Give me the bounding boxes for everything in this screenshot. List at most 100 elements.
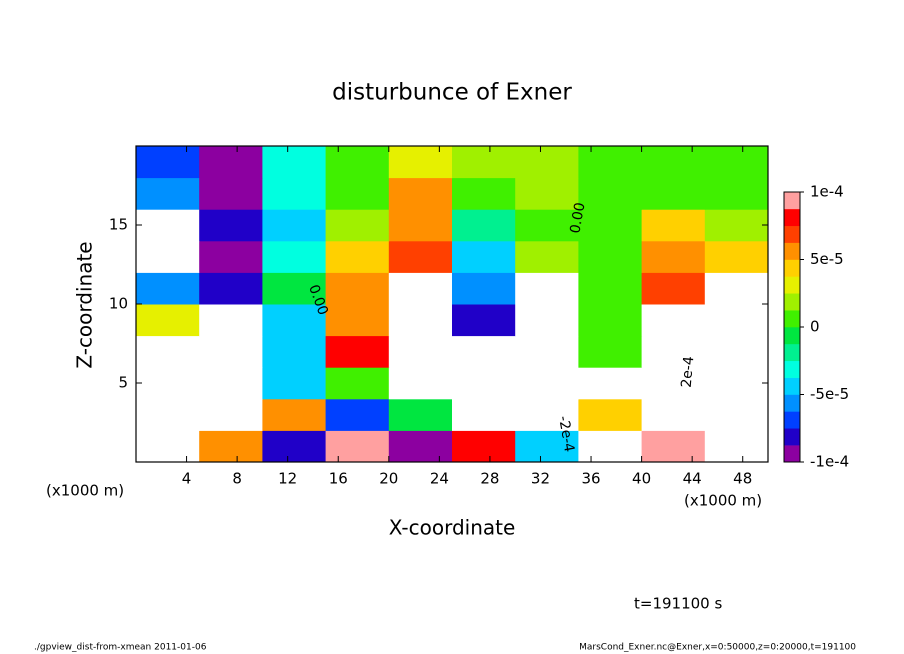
heatmap-cell <box>452 367 516 400</box>
heatmap-cell <box>515 177 579 210</box>
heatmap-cell <box>262 304 327 337</box>
heatmap-cell <box>262 177 327 210</box>
heatmap-cell <box>388 177 453 210</box>
heatmap-cell <box>388 304 453 337</box>
heatmap-cell <box>325 398 390 431</box>
colorbar-swatch <box>784 192 800 210</box>
colorbar-tick-label: -1e-4 <box>810 453 849 471</box>
heatmap-cell <box>578 304 643 337</box>
colorbar-tick-label: 5e-5 <box>810 250 844 268</box>
heatmap-cell <box>515 209 579 242</box>
heatmap-cell <box>325 209 390 242</box>
heatmap-cell <box>388 209 453 242</box>
heatmap-cell <box>704 177 769 210</box>
x-tick-label: 28 <box>480 470 499 488</box>
heatmap-cell <box>199 209 263 242</box>
heatmap-cell <box>136 272 200 305</box>
heatmap-cell <box>704 335 769 368</box>
heatmap-cell <box>641 430 706 463</box>
heatmap-cell <box>388 430 453 463</box>
heatmap-cell <box>704 240 769 273</box>
heatmap-cell <box>641 398 706 431</box>
heatmap-cell <box>136 146 200 179</box>
annotation: t=191100 s <box>634 595 722 613</box>
heatmap-cell <box>641 146 706 179</box>
heatmap-cell <box>325 240 390 273</box>
x-tick-label: 20 <box>379 470 398 488</box>
colorbar-swatch <box>784 208 800 227</box>
chart-title: disturbunce of Exner <box>332 80 572 106</box>
colorbar-swatch <box>784 445 800 463</box>
heatmap-cell <box>325 367 390 400</box>
x-axis-label: X-coordinate <box>389 516 516 540</box>
heatmap-cell <box>704 304 769 337</box>
colorbar-swatch <box>784 225 800 243</box>
heatmap-cell <box>515 335 579 368</box>
heatmap-cell <box>325 272 390 305</box>
heatmap-cell <box>199 367 263 400</box>
heatmap-cell <box>136 398 200 431</box>
x-unit-label: (x1000 m) <box>46 482 124 500</box>
heatmap-cell <box>388 272 453 305</box>
heatmap-cell <box>199 430 263 463</box>
x-tick-label: 44 <box>683 470 702 488</box>
x-tick-label: 36 <box>581 470 600 488</box>
heatmap-cell <box>136 430 200 463</box>
heatmap-cell <box>136 209 200 242</box>
heatmap-cell <box>136 335 200 368</box>
heatmap-cell <box>199 240 263 273</box>
colorbar-swatch <box>784 276 800 294</box>
heatmap-cell <box>262 146 327 179</box>
heatmap-cell <box>262 240 327 273</box>
heatmap-cell <box>515 240 579 273</box>
heatmap-cell <box>641 304 706 337</box>
heatmap-cell <box>578 335 643 368</box>
heatmap-cell <box>325 335 390 368</box>
heatmap-cell <box>388 398 453 431</box>
colorbar-swatch <box>784 259 800 277</box>
heatmap-cell <box>262 367 327 400</box>
heatmap-cell <box>641 367 706 400</box>
heatmap-cell <box>262 335 327 368</box>
colorbar-swatch <box>784 394 800 412</box>
heatmap-cell <box>262 430 327 463</box>
heatmap-cell <box>452 177 516 210</box>
heatmap-cell <box>641 272 706 305</box>
heatmap-cell <box>452 398 516 431</box>
colorbar-swatch <box>784 411 800 429</box>
heatmap-cell <box>641 209 706 242</box>
heatmap-cell <box>641 240 706 273</box>
x-tick-label: 32 <box>531 470 550 488</box>
x-tick-label: 40 <box>632 470 651 488</box>
heatmap-cell <box>515 272 579 305</box>
heatmap-cell <box>704 146 769 179</box>
colorbar-swatch <box>784 310 800 328</box>
heatmap-cell <box>515 398 579 431</box>
heatmap-cell <box>452 240 516 273</box>
heatmap-cell <box>515 304 579 337</box>
x-tick-label: 8 <box>232 470 242 488</box>
heatmap-cell <box>515 430 579 463</box>
heatmap-cell <box>199 146 263 179</box>
x-tick-label: 48 <box>733 470 752 488</box>
heatmap-cell <box>578 146 643 179</box>
contour-label: 2e-4 <box>679 356 698 389</box>
heatmap-cell <box>578 367 643 400</box>
heatmap-cell <box>452 209 516 242</box>
heatmap-cell <box>578 240 643 273</box>
heatmap-cell <box>515 367 579 400</box>
contour-label: -2e-4 <box>555 415 577 454</box>
heatmap-cell <box>704 367 769 400</box>
heatmap-cell <box>388 240 453 273</box>
heatmap-cell <box>136 240 200 273</box>
colorbar-swatch <box>784 343 800 362</box>
y-tick-label: 10 <box>109 295 128 313</box>
colorbar-tick-label: 1e-4 <box>810 183 844 201</box>
heatmap-cell <box>325 146 390 179</box>
heatmap-cell <box>578 398 643 431</box>
heatmap-cell <box>641 177 706 210</box>
heatmap-cell <box>199 272 263 305</box>
y-tick-label: 15 <box>109 216 128 234</box>
heatmap-cell <box>199 177 263 210</box>
contour-label: 0.00 <box>567 201 588 234</box>
